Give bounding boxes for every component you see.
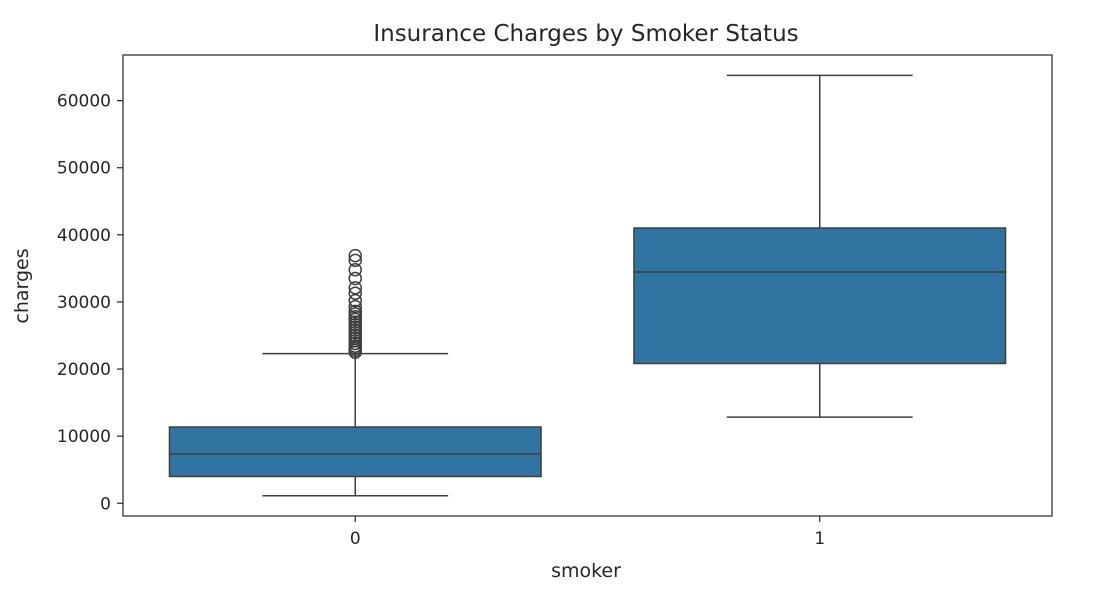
box-series [168, 74, 1007, 497]
y-axis-label: charges [11, 248, 33, 323]
chart-title: Insurance Charges by Smoker Status [373, 21, 798, 47]
x-axis-label: smoker [551, 560, 621, 582]
y-tick-label: 40000 [57, 226, 111, 246]
y-tick-label: 30000 [57, 293, 111, 313]
outlier-point [348, 253, 362, 268]
outlier-point [348, 286, 362, 300]
box-group-smoker-1 [633, 74, 1007, 418]
outlier-point [348, 304, 362, 319]
x-tick-label: 1 [814, 529, 825, 549]
y-axis: 0 10000 20000 30000 40000 50000 60000 [57, 92, 123, 514]
outlier-point [348, 299, 362, 314]
outlier-point [348, 262, 362, 277]
y-tick-label: 60000 [57, 92, 111, 112]
iqr-box [168, 426, 542, 478]
outlier-point [348, 281, 362, 295]
y-tick-label: 10000 [57, 427, 111, 447]
y-tick-label: 50000 [57, 159, 111, 179]
box-group-smoker-0 [168, 248, 542, 497]
plot-frame [122, 54, 1053, 517]
outlier-point [348, 271, 362, 286]
outlier-point [348, 248, 362, 263]
iqr-box [633, 227, 1007, 365]
y-tick-label: 20000 [57, 360, 111, 380]
x-tick-label: 0 [350, 529, 361, 549]
y-tick-label: 0 [100, 494, 111, 514]
